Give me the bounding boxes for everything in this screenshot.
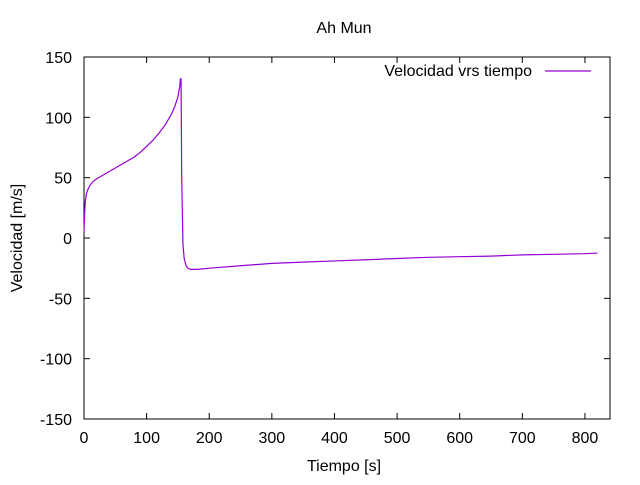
x-tick-label: 100 (133, 430, 160, 447)
x-axis-tick-labels: 0 100 200 300 400 500 600 700 800 (80, 430, 599, 447)
x-tick-label: 500 (384, 430, 411, 447)
x-axis-label: Tiempo [s] (307, 458, 381, 475)
y-tick-label: -150 (40, 412, 72, 429)
y-axis-tick-labels: -150 -100 -50 0 50 100 150 (40, 50, 72, 429)
x-tick-label: 200 (196, 430, 223, 447)
series-line-velocidad (83, 78, 598, 270)
x-axis-ticks (83, 57, 586, 419)
y-tick-label: -100 (40, 352, 72, 369)
y-tick-label: 50 (54, 171, 72, 188)
y-tick-label: 150 (45, 50, 72, 67)
x-tick-label: 800 (572, 430, 599, 447)
y-tick-label: 100 (45, 110, 72, 127)
x-tick-label: 300 (259, 430, 286, 447)
y-axis-label: Velocidad [m/s] (9, 184, 26, 293)
plot-frame (83, 56, 611, 420)
x-tick-label: 0 (80, 430, 89, 447)
x-tick-label: 700 (509, 430, 536, 447)
y-tick-label: 0 (63, 231, 72, 248)
x-tick-label: 600 (446, 430, 473, 447)
legend: Velocidad vrs tiempo (384, 63, 591, 80)
legend-label: Velocidad vrs tiempo (384, 63, 532, 80)
y-axis-ticks (84, 56, 610, 420)
y-tick-label: -50 (49, 291, 72, 308)
chart-title: Ah Mun (316, 20, 371, 37)
x-tick-label: 400 (321, 430, 348, 447)
